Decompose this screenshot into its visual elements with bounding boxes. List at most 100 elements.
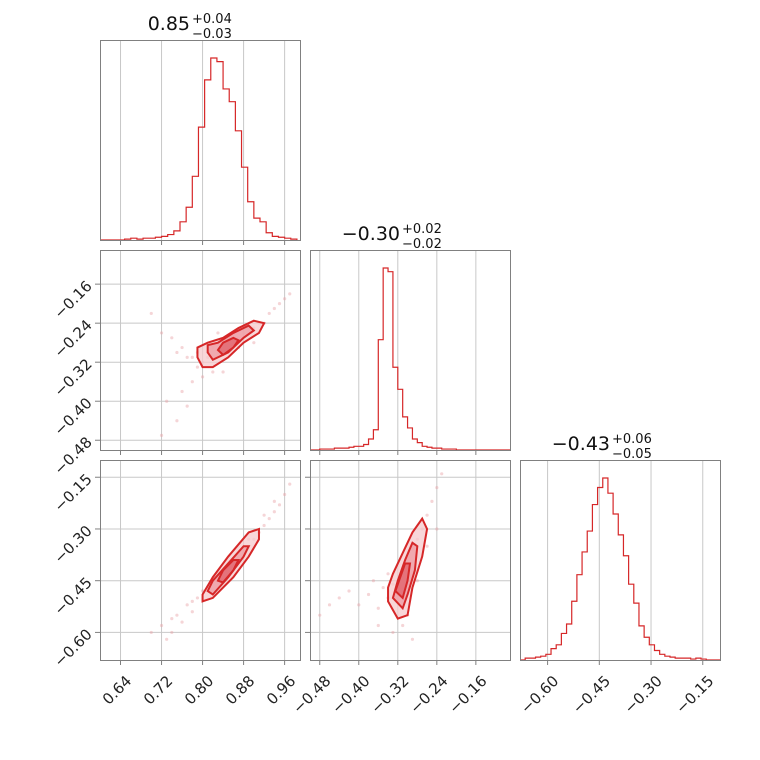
contour-line-outer [196, 319, 266, 369]
sample-point [190, 355, 194, 359]
contour-line-inner [216, 559, 241, 584]
x-tick-label: 0.64 [99, 672, 135, 708]
sample-point [425, 513, 429, 517]
x-tick-label: −0.24 [406, 672, 451, 717]
sample-point [357, 603, 361, 607]
sample-point [159, 623, 164, 628]
histogram-2 [520, 477, 720, 661]
x-tick-label: −0.60 [517, 672, 562, 717]
title-lower-0: −0.03 [192, 27, 232, 42]
sample-point [318, 613, 322, 617]
title-median-1: −0.30 [342, 223, 400, 245]
sample-point [435, 485, 439, 490]
sample-point [159, 331, 164, 335]
sample-point [337, 596, 341, 600]
sample-point [195, 365, 200, 369]
sample-point [386, 572, 390, 576]
contour-line-inner [394, 562, 412, 600]
title-median-2: −0.43 [552, 433, 610, 455]
sample-point [288, 292, 292, 296]
sample-point [262, 513, 266, 517]
sample-point [170, 336, 174, 340]
histogram-1 [310, 267, 510, 451]
sample-point [211, 370, 215, 374]
sample-point [425, 544, 429, 548]
x-tick-label: −0.45 [569, 672, 614, 717]
sample-point [165, 399, 169, 403]
y-tick-label: −0.60 [50, 625, 95, 670]
hist-panel-2: −0.60 −0.45 −0.30 −0.15 −0.43 +0.06−0.05 [517, 432, 721, 717]
x-tick-label: 0.88 [222, 672, 258, 708]
panel-frame [100, 250, 301, 451]
sample-point [401, 623, 405, 628]
panel-frame [310, 250, 511, 451]
sample-point [272, 510, 276, 514]
sample-point [430, 499, 434, 503]
y-tick-label: −0.15 [50, 470, 95, 515]
sample-point [165, 637, 169, 641]
sample-point [190, 380, 194, 384]
title-median-0: 0.85 [148, 13, 190, 35]
sample-point [347, 589, 351, 593]
sample-point [180, 620, 184, 624]
sample-point [277, 503, 282, 507]
contour-line-mid [206, 545, 251, 596]
sample-point [175, 350, 179, 355]
sample-point [216, 331, 220, 335]
sample-point [200, 375, 205, 379]
sample-point [277, 302, 282, 306]
sample-point [391, 630, 395, 635]
sample-point [180, 345, 184, 350]
x-tick-label: 0.72 [140, 672, 176, 708]
sample-point [366, 592, 371, 597]
y-tick-label: −0.30 [50, 522, 95, 567]
title-lower-1: −0.02 [402, 237, 442, 252]
hist-panel-0: 0.85 +0.04−0.03 [100, 12, 301, 245]
sample-point [371, 579, 376, 583]
pair-panel-0-2: 0.64 0.72 0.80 0.88 0.96−0.60−0.45−0.30−0.15 [50, 460, 301, 708]
title-upper-1: +0.02 [402, 222, 442, 237]
y-tick-label: −0.16 [50, 277, 95, 322]
sample-point [252, 341, 256, 345]
sample-point [175, 613, 179, 617]
panel-frame [100, 460, 301, 661]
sample-point [283, 492, 287, 497]
y-tick-label: −0.48 [50, 433, 95, 478]
contour-line-outer [387, 516, 429, 620]
sample-point [180, 389, 184, 394]
x-tick-label: −0.48 [289, 672, 334, 717]
contour-fill-inner [395, 563, 410, 598]
sample-point [185, 603, 189, 607]
title-lower-2: −0.05 [612, 447, 652, 462]
sample-point [170, 630, 174, 635]
pair-panel-0-1: −0.48−0.40−0.32−0.24−0.16 [50, 250, 301, 478]
sample-point [272, 306, 276, 311]
sample-point [190, 610, 194, 614]
sample-point [410, 637, 415, 641]
contour-line-mid [206, 324, 256, 362]
sample-point [415, 579, 419, 583]
sample-point [267, 517, 271, 521]
sample-point [440, 472, 444, 476]
sample-point [262, 523, 266, 528]
sample-point [149, 630, 153, 635]
sample-point [267, 311, 271, 316]
title-upper-2: +0.06 [612, 432, 652, 447]
x-tick-label: −0.15 [672, 672, 717, 717]
sample-point [185, 355, 189, 359]
sample-point [190, 599, 194, 603]
title-upper-0: +0.04 [192, 12, 232, 27]
sample-point [170, 617, 174, 621]
contour-line-inner [216, 336, 240, 357]
contour-fill-inner [217, 560, 239, 583]
sample-point [288, 482, 292, 486]
sample-point [149, 311, 153, 316]
sample-point [376, 606, 380, 610]
x-tick-label: 0.80 [181, 672, 217, 708]
y-tick-label: −0.40 [50, 394, 95, 439]
sample-point [435, 527, 439, 531]
contour-line-mid [391, 541, 419, 611]
pair-panel-1-2: −0.48−0.40−0.32−0.24−0.16 [289, 460, 511, 717]
sample-point [327, 603, 332, 607]
